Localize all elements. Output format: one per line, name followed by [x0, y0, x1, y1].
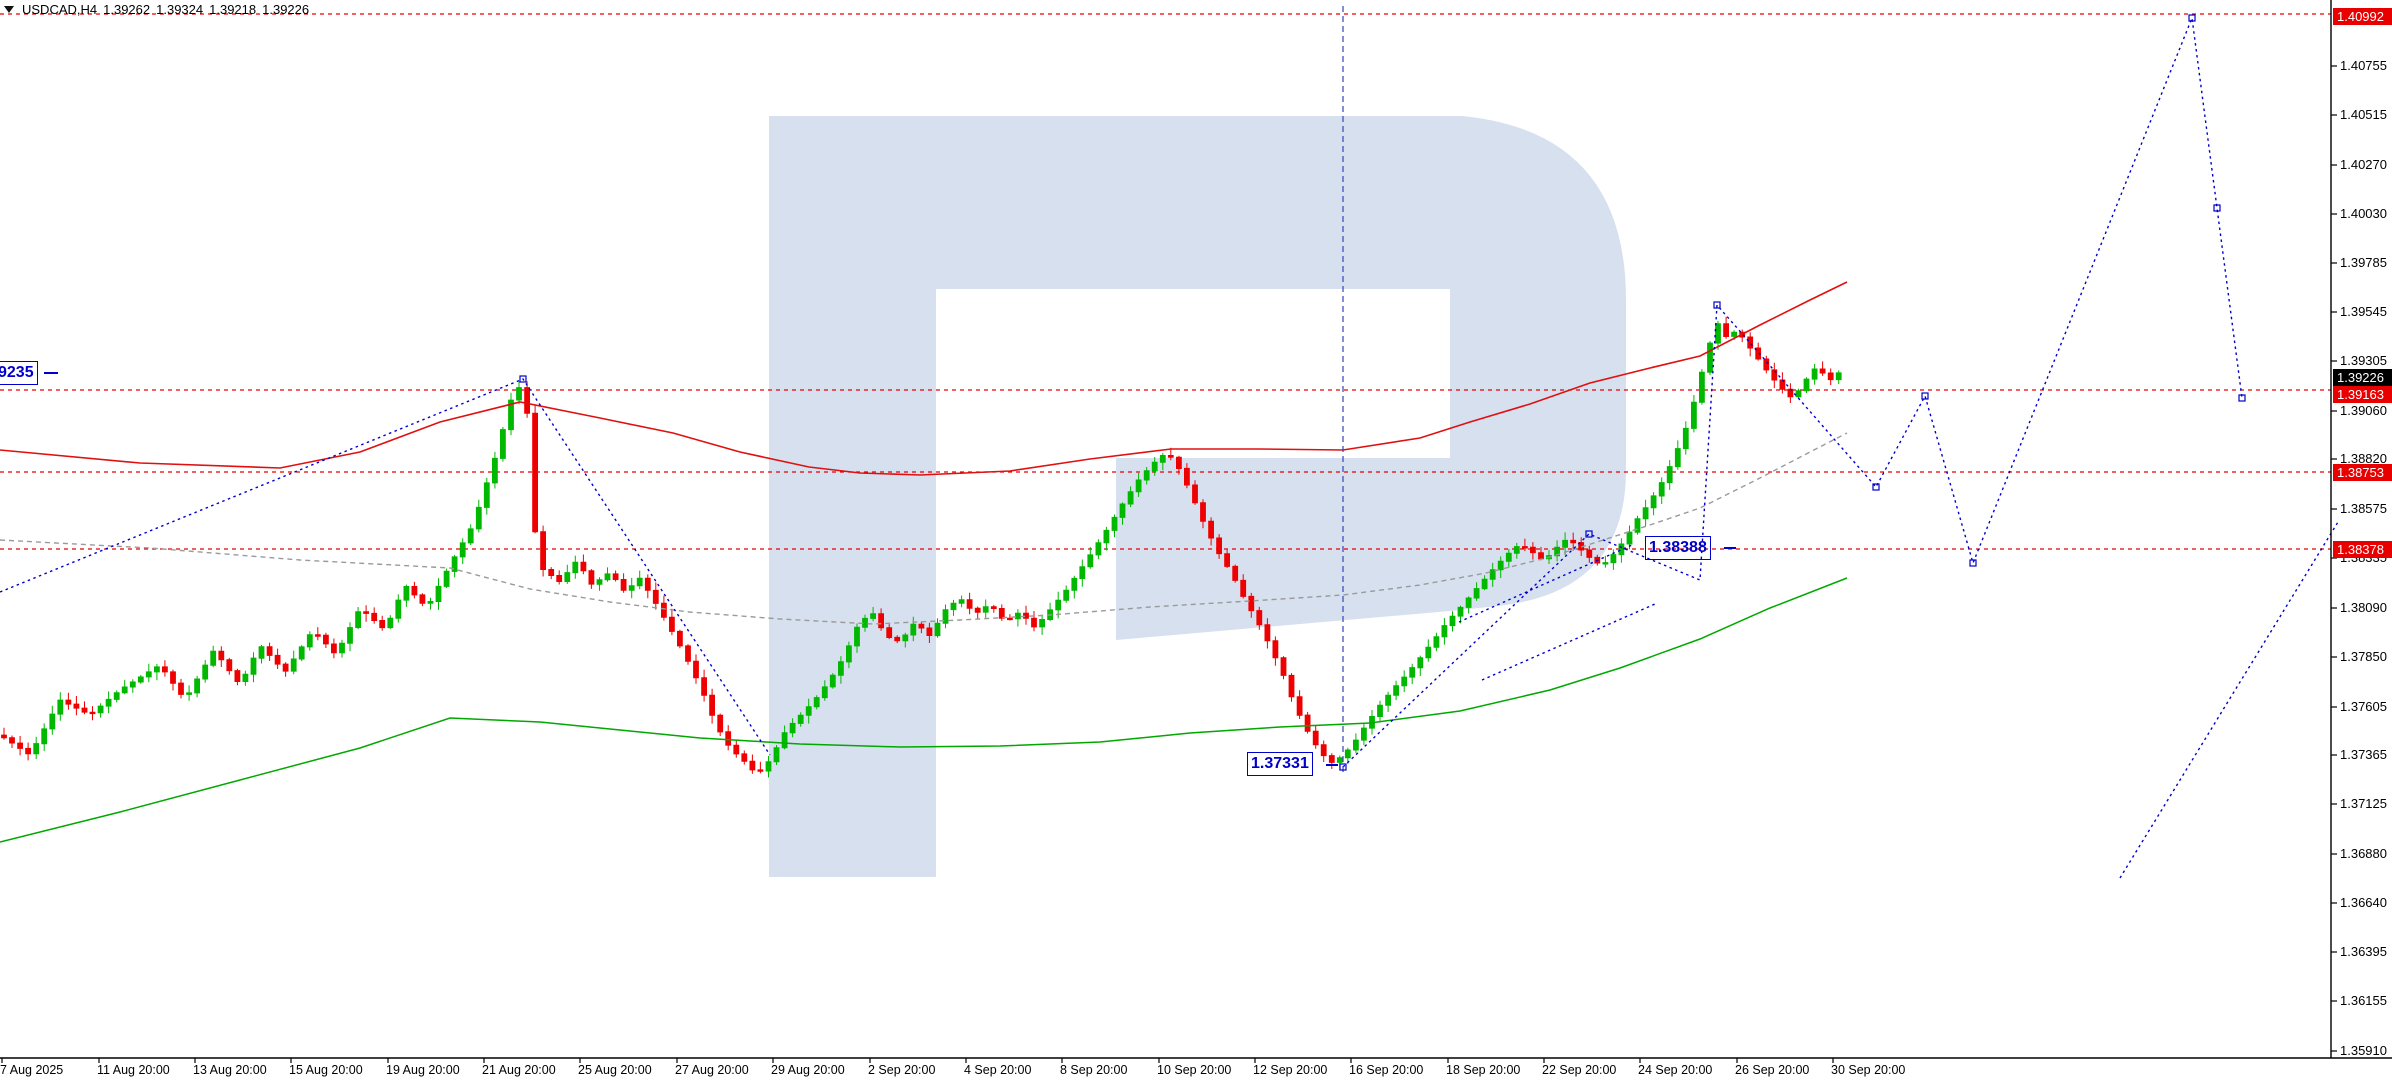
ma-red [0, 281, 1848, 476]
price-axis-label: 1.36640 [2340, 895, 2387, 910]
zigzag-vertex-marker [1969, 559, 1977, 567]
time-axis-label: 18 Sep 20:00 [1446, 1063, 1521, 1077]
price-axis-label: 1.35910 [2340, 1043, 2387, 1058]
price-axis-label: 1.38575 [2340, 501, 2387, 516]
time-axis-label: 12 Sep 20:00 [1253, 1063, 1328, 1077]
price-level-box: 1.40992 [2333, 8, 2392, 25]
time-axis-label: 4 Sep 20:00 [964, 1063, 1032, 1077]
quote-low: 1.39218 [209, 2, 257, 17]
price-axis-label: 1.39060 [2340, 403, 2387, 418]
price-level-box: 1.38378 [2333, 541, 2392, 558]
watermark-logo [1450, 116, 1626, 611]
ma-green [0, 577, 1848, 843]
candles-bullish [33, 320, 1842, 778]
time-axis-label: 29 Aug 20:00 [771, 1063, 845, 1077]
price-level-box: 1.38753 [2333, 464, 2392, 481]
price-axis-label: 1.40515 [2340, 107, 2387, 122]
price-level-box: 1.39226 [2333, 369, 2392, 386]
zigzag-vertex-marker [519, 375, 527, 383]
watermark-logo [936, 116, 1450, 289]
time-axis-label: 25 Aug 20:00 [578, 1063, 652, 1077]
price-axis-label: 1.40755 [2340, 58, 2387, 73]
chevron-down-icon[interactable] [4, 6, 14, 13]
zigzag-vertex-marker [1585, 530, 1593, 538]
time-axis-label: 16 Sep 20:00 [1349, 1063, 1424, 1077]
zigzag-vertex-marker [2188, 14, 2196, 22]
time-axis-label: 7 Aug 2025 [0, 1063, 64, 1077]
price-axis-label: 1.40030 [2340, 206, 2387, 221]
time-axis-label: 2 Sep 20:00 [868, 1063, 936, 1077]
zigzag-vertex-marker [1713, 301, 1721, 309]
price-axis-label: 1.39305 [2340, 353, 2387, 368]
watermark-logo [769, 116, 936, 877]
zigzag-projection [1342, 15, 2243, 768]
time-axis-label: 10 Sep 20:00 [1157, 1063, 1232, 1077]
zigzag-vertex-marker [2213, 204, 2221, 212]
time-axis-label: 11 Aug 20:00 [97, 1063, 170, 1077]
price-axis-label: 1.37125 [2340, 796, 2387, 811]
zigzag-vertex-marker [1872, 483, 1880, 491]
price-level-box: 1.39163 [2333, 386, 2392, 403]
quote-high: 1.39324 [156, 2, 204, 17]
price-axis-label: 1.39545 [2340, 304, 2387, 319]
quote-close: 1.39226 [262, 2, 310, 17]
price-axis-label: 1.36395 [2340, 944, 2387, 959]
price-tag-left[interactable]: 9235 [0, 361, 38, 385]
price-axis-label: 1.36880 [2340, 846, 2387, 861]
tag-handle[interactable] [44, 372, 58, 374]
time-axis-label: 26 Sep 20:00 [1735, 1063, 1810, 1077]
time-axis-label: 30 Sep 20:00 [1831, 1063, 1906, 1077]
price-tag-low[interactable]: 1.37331 [1247, 752, 1313, 776]
symbol-title-bar: USDCAD,H4 1.39262 1.39324 1.39218 1.3922… [4, 2, 309, 17]
price-axis-label: 1.38090 [2340, 600, 2387, 615]
time-axis-label: 19 Aug 20:00 [386, 1063, 460, 1077]
zigzag-vertex-marker [2238, 394, 2246, 402]
time-axis-label: 21 Aug 20:00 [482, 1063, 556, 1077]
projection-rise-line [2119, 521, 2339, 879]
time-axis-label: 15 Aug 20:00 [289, 1063, 363, 1077]
price-axis-label: 1.40270 [2340, 157, 2387, 172]
flag-channel-line [1458, 544, 1633, 623]
price-axis-label: 1.36155 [2340, 993, 2387, 1008]
price-axis-label: 1.37365 [2340, 747, 2387, 762]
ma-gray-dashed [0, 432, 1848, 625]
price-axis-label: 1.38820 [2340, 451, 2387, 466]
price-axis-label: 1.37605 [2340, 699, 2387, 714]
price-tag-flag[interactable]: 1.38388 [1645, 536, 1711, 560]
flag-channel-line [1481, 603, 1656, 681]
zigzag-vertex-marker [1921, 392, 1929, 400]
quote-open: 1.39262 [103, 2, 151, 17]
time-axis-label: 24 Sep 20:00 [1638, 1063, 1713, 1077]
time-axis-label: 27 Aug 20:00 [675, 1063, 749, 1077]
price-axis-label: 1.37850 [2340, 649, 2387, 664]
price-axis-label: 1.39785 [2340, 255, 2387, 270]
symbol-name: USDCAD,H4 [22, 2, 98, 17]
tag-handle[interactable] [1724, 547, 1736, 549]
zigzag-vertex-marker [1339, 763, 1347, 771]
tag-handle[interactable] [1326, 764, 1338, 766]
zigzag-line [0, 378, 771, 756]
time-axis-label: 8 Sep 20:00 [1060, 1063, 1128, 1077]
time-axis-label: 22 Sep 20:00 [1542, 1063, 1617, 1077]
time-axis-label: 13 Aug 20:00 [193, 1063, 267, 1077]
